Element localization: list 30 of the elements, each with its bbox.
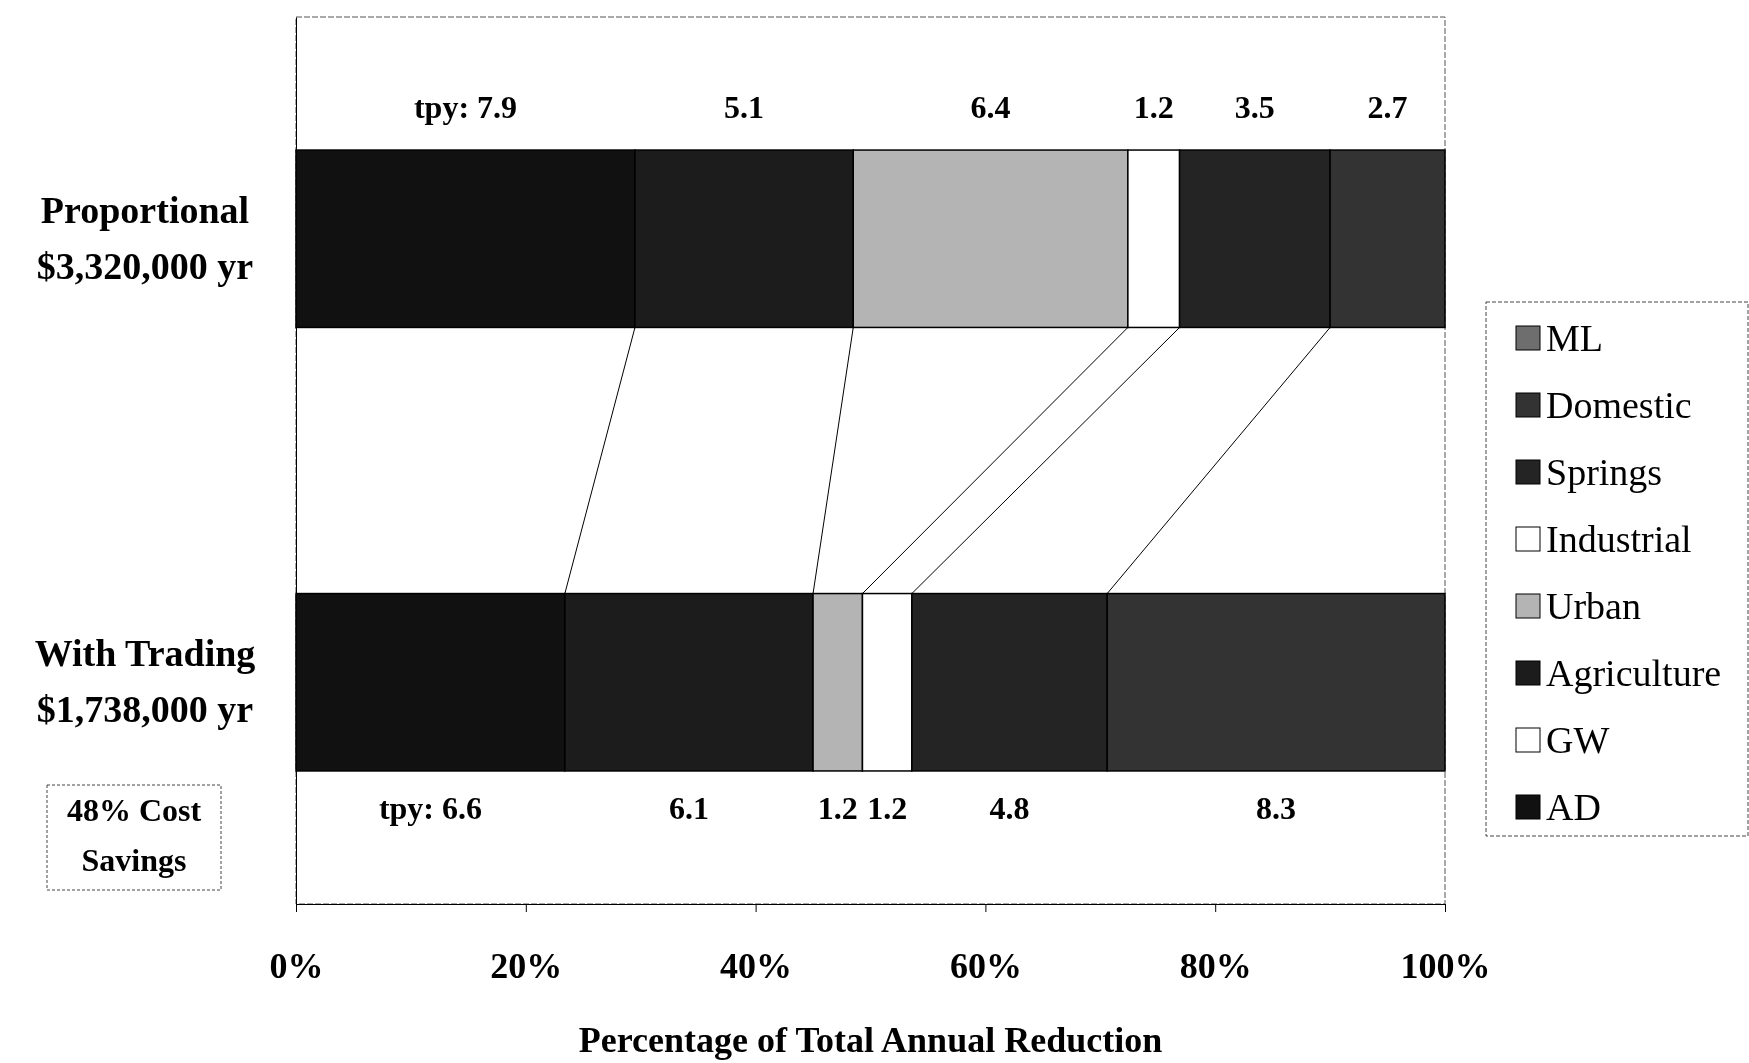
legend-label: ML — [1546, 317, 1603, 359]
y-tick-label: Proportional $3,320,000 yr — [36, 188, 254, 287]
annotation: 8.3 — [1256, 789, 1297, 826]
legend-label: AD — [1546, 786, 1601, 828]
x-tick-label: 20% — [490, 945, 563, 986]
x-tick-label: 40% — [720, 945, 793, 986]
x-tick-label: 80% — [1179, 945, 1252, 986]
x-axis-title: Percentage of Total Annual Reduction — [578, 1020, 1163, 1060]
legend-label: Industrial — [1546, 518, 1692, 560]
annotation: 2.7 — [1367, 89, 1408, 126]
annotation: 5.1 — [724, 89, 765, 126]
annotation: 4.8 — [989, 789, 1030, 826]
annotation: 1.2 — [1133, 89, 1174, 126]
legend-label: GW — [1546, 719, 1610, 761]
legend-label: Agriculture — [1546, 652, 1722, 694]
x-tick-label: 60% — [949, 945, 1022, 986]
annotation: 6.1 — [668, 789, 709, 826]
annotation: 6.4 — [970, 89, 1011, 126]
legend-label: Springs — [1546, 451, 1663, 493]
annotation: tpy: 7.9 — [413, 89, 518, 126]
annotation: 3.5 — [1234, 89, 1275, 126]
annotation: tpy: 6.6 — [378, 789, 482, 826]
annotation: 1.2 — [867, 789, 908, 826]
legend-label: Domestic — [1546, 384, 1692, 426]
x-tick-label: 100% — [1400, 945, 1491, 986]
annotation: 1.2 — [817, 789, 858, 826]
text: 48% Cost Savings — [66, 792, 202, 878]
legend-label: Urban — [1546, 585, 1641, 627]
y-tick-label: With Trading $1,738,000 yr — [34, 632, 256, 731]
x-tick-label: 0% — [269, 945, 324, 986]
